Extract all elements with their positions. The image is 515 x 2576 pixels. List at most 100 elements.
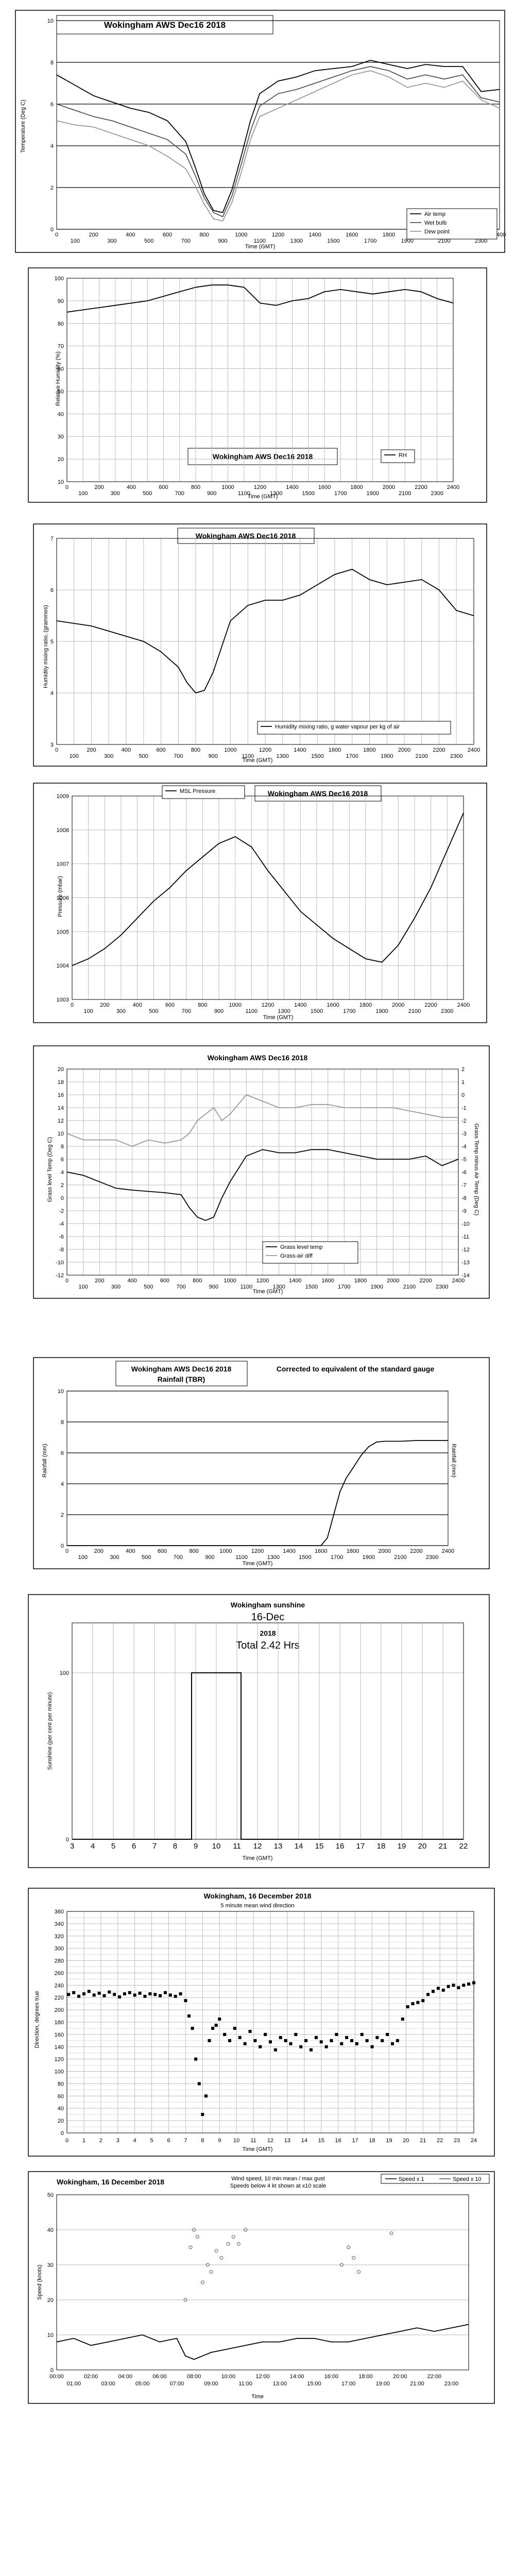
y-tick-label: 0: [61, 2130, 64, 2137]
x-tick-label: 1400: [294, 1002, 306, 1008]
data-point: [436, 1987, 440, 1990]
y-axis-label: Rainfall (mm): [42, 1444, 48, 1477]
x-tick-label: 4: [91, 1842, 95, 1851]
x-tick-label: 600: [163, 232, 172, 238]
legend-label: Humidity mixing ratio, g water vapour pe…: [275, 724, 400, 730]
x-tick-label: 1300: [272, 1284, 285, 1290]
x-tick-label: 14: [301, 2138, 307, 2144]
x-tick-label: 19:00: [376, 2381, 390, 2387]
x-tick-label: 2200: [424, 1002, 437, 1008]
y-tick-label: 3: [50, 742, 54, 748]
y-tick-label: 180: [55, 2020, 64, 2026]
data-point: [416, 2001, 420, 2004]
chart-title: Wokingham, 16 December 2018: [203, 1892, 311, 1900]
x-tick-label: 8: [201, 2138, 204, 2144]
y-tick-label: 14: [58, 1105, 64, 1111]
legend-label: Grass level temp: [280, 1244, 323, 1250]
data-point: [314, 2036, 318, 2039]
x-tick-label: 400: [127, 1278, 136, 1284]
x-tick-label: 200: [100, 1002, 109, 1008]
x-tick-label: 3: [70, 1842, 74, 1851]
rh-chart-panel: Wokingham AWS Dec16 2018 Relative Humidi…: [0, 260, 515, 507]
data-point: [204, 2094, 208, 2098]
y-tick-label: -12: [56, 1273, 64, 1279]
title-box: [177, 528, 315, 544]
data-point: [192, 2228, 196, 2232]
x-tick-label: 1800: [363, 747, 375, 753]
data-point: [447, 1985, 450, 1988]
y-tick-label: 20: [47, 2297, 54, 2303]
x-tick-label: 800: [189, 1548, 198, 1554]
chart-subtitle: Wind speed, 10 min mean / max gust: [231, 2176, 325, 2182]
x-tick-label: 15: [318, 2138, 324, 2144]
y-tick-label: 50: [47, 2192, 54, 2198]
y-tick-label: 340: [55, 1921, 64, 1927]
y-tick-label: 360: [55, 1909, 64, 1915]
x-tick-label: 1600: [315, 1548, 327, 1554]
x-tick-label: 05:00: [135, 2381, 150, 2387]
data-point: [264, 2032, 267, 2036]
sunshine-chart-panel: Wokingham sunshine 16-Dec 2018 Total 2.4…: [0, 1592, 515, 1870]
x-tick-label: 7: [152, 1842, 157, 1851]
x-tick-label: 17: [352, 2138, 358, 2144]
legend-box: [262, 1241, 358, 1264]
y-axis-label: Pressure (mbar): [57, 876, 63, 917]
x-tick-label: 300: [116, 1008, 126, 1014]
data-point: [330, 2039, 333, 2042]
x-tick-label: 15:00: [307, 2381, 321, 2387]
legend-label: RH: [399, 452, 407, 459]
y-tick-label: -10: [56, 1260, 64, 1266]
x-tick-label: 300: [110, 1554, 119, 1561]
y-tick-label: 280: [55, 1958, 64, 1964]
y-tick-label: 1004: [57, 963, 69, 969]
data-point: [406, 2005, 409, 2009]
x-tick-label: 07:00: [170, 2381, 184, 2387]
y2-tick-label: -9: [461, 1208, 467, 1214]
data-point: [355, 2042, 358, 2045]
plot-area: 3 4 5 6 7 0 100 200 300 400 500 600 700 800 900 1000 110…: [50, 536, 480, 759]
x-tick-label: 900: [205, 1554, 214, 1561]
x-tick-label: 1800: [383, 232, 395, 238]
x-tick-label: 1500: [311, 753, 323, 759]
data-point: [233, 2026, 236, 2030]
x-tick-label: 2300: [475, 238, 487, 244]
x-tick-label: 200: [87, 747, 96, 753]
y2-tick-label: -10: [461, 1221, 470, 1227]
y-tick-label: 1007: [57, 861, 69, 868]
x-tick-label: 800: [193, 1278, 202, 1284]
x-tick-label: 21: [420, 2138, 426, 2144]
x-tick-label: 23: [454, 2138, 460, 2144]
data-point: [238, 2036, 242, 2039]
x-tick-label: 800: [199, 232, 209, 238]
x-tick-label: 1900: [401, 238, 414, 244]
series-line: [56, 569, 474, 694]
plot-area: 0246810010020030040050060070080090010001…: [47, 18, 506, 244]
x-tick-label: 0: [65, 1548, 68, 1554]
y-tick-label: -2: [59, 1208, 64, 1214]
x-tick-label: 1800: [359, 1002, 372, 1008]
x-tick-label: 08:00: [187, 2374, 201, 2380]
x-tick-label: 2100: [438, 238, 450, 244]
plot-area: 1020304050607080901000100200300400500600…: [55, 276, 460, 497]
legend-box: [406, 208, 497, 240]
x-tick-label: 1100: [242, 753, 254, 759]
data-point: [381, 2039, 384, 2042]
data-point: [304, 2039, 308, 2042]
x-tick-label: 2000: [383, 484, 395, 490]
x-tick-label: 24: [471, 2138, 477, 2144]
x-tick-label: 1800: [347, 1548, 359, 1554]
x-axis-label: Time: [251, 2394, 264, 2400]
data-point: [375, 2036, 379, 2039]
data-point: [411, 2002, 415, 2006]
x-tick-label: 01:00: [67, 2381, 81, 2387]
y-tick-label: 20: [58, 1066, 64, 1073]
data-point: [195, 2235, 199, 2239]
x-tick-label: 1600: [318, 484, 331, 490]
data-point: [118, 1995, 122, 1999]
data-point: [92, 1993, 96, 1997]
y-tick-label: 30: [47, 2262, 54, 2268]
rh-chart: Wokingham AWS Dec16 2018 Relative Humidi…: [28, 267, 487, 503]
x-tick-label: 1500: [327, 238, 339, 244]
x-tick-label: 1600: [327, 1002, 339, 1008]
plot-frame: [56, 20, 500, 230]
